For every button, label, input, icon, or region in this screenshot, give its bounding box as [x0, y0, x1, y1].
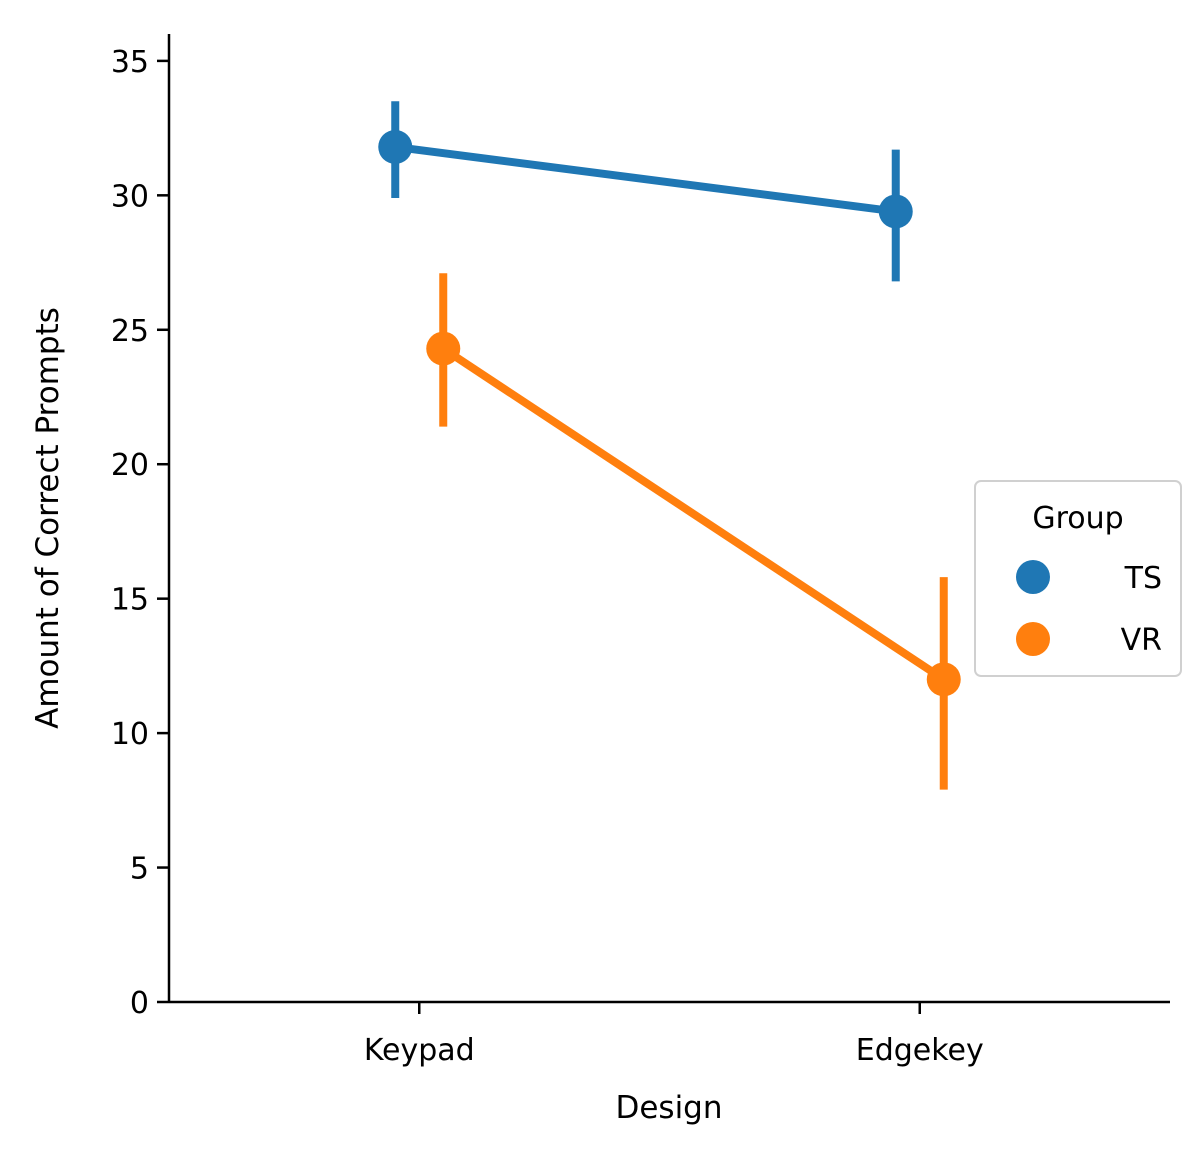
y-tick-label: 35 — [111, 45, 149, 80]
legend-title: Group — [1032, 501, 1123, 536]
y-axis-title: Amount of Correct Prompts — [30, 307, 66, 729]
data-point-vr — [926, 662, 961, 697]
legend-label-vr: VR — [1121, 623, 1162, 658]
legend-marker-ts — [1016, 560, 1050, 594]
legend-items: TS VR — [1016, 560, 1162, 658]
data-point-vr — [426, 331, 461, 366]
x-axis-ticks: Keypad Edgekey — [364, 1002, 984, 1068]
y-tick-label: 5 — [130, 852, 149, 887]
y-tick-label: 10 — [111, 717, 149, 752]
y-tick-label: 20 — [111, 448, 149, 483]
series-vr — [426, 273, 961, 790]
y-tick-label: 25 — [111, 314, 149, 349]
x-axis-title: Design — [615, 1090, 722, 1126]
x-tick-label-edgekey: Edgekey — [856, 1033, 984, 1068]
series-ts — [378, 101, 913, 282]
y-axis-ticks: 0 5 10 15 20 25 30 35 — [111, 45, 169, 1021]
series-line-ts — [394, 142, 897, 216]
y-tick-label: 0 — [130, 986, 149, 1021]
legend-label-ts: TS — [1124, 561, 1162, 596]
y-tick-label: 30 — [111, 179, 149, 214]
data-point-ts — [878, 194, 913, 229]
x-tick-label-keypad: Keypad — [364, 1033, 475, 1068]
series-layer — [378, 101, 961, 790]
legend: Group TS VR — [974, 480, 1182, 677]
legend-marker-vr — [1016, 622, 1050, 656]
data-point-ts — [378, 129, 413, 164]
y-tick-label: 15 — [111, 583, 149, 618]
series-line-vr — [441, 345, 946, 683]
